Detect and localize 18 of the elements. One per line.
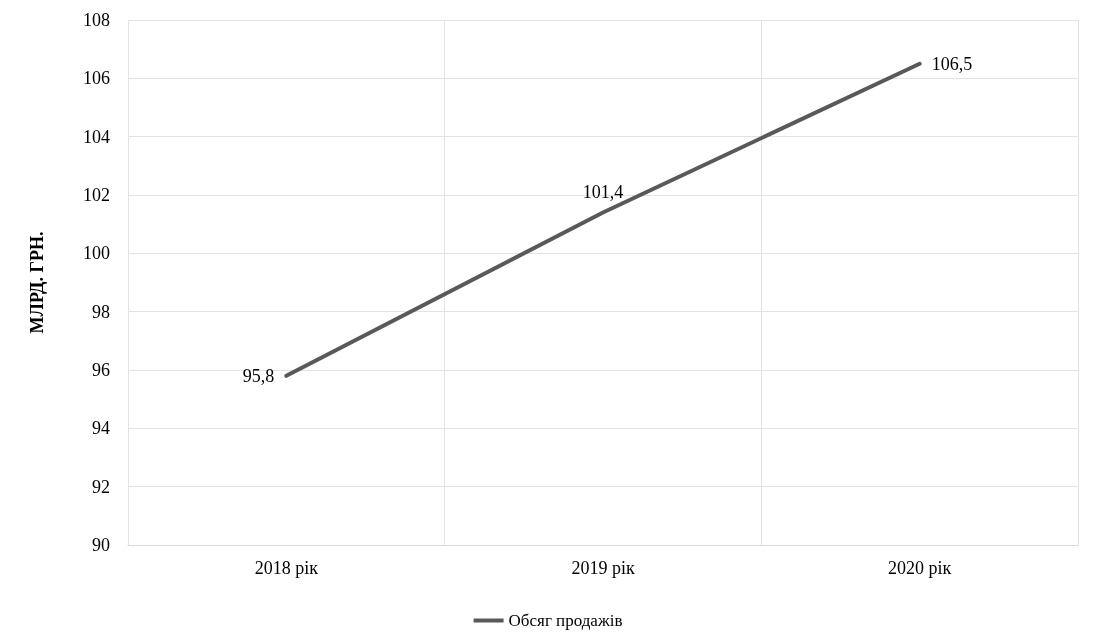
y-tick-label: 98 bbox=[92, 301, 110, 322]
y-tick-label: 106 bbox=[83, 68, 110, 89]
legend-label: Обсяг продажів bbox=[508, 611, 623, 630]
y-tick-label: 92 bbox=[92, 476, 110, 497]
y-tick-label: 90 bbox=[92, 535, 110, 555]
y-axis-title: МЛРД. ГРН. bbox=[27, 231, 47, 334]
y-tick-label: 96 bbox=[92, 360, 110, 380]
x-tick-label: 2020 рік bbox=[888, 558, 952, 578]
y-tick-label: 100 bbox=[83, 243, 110, 264]
y-tick-label: 94 bbox=[92, 418, 110, 439]
data-label: 101,4 bbox=[582, 181, 624, 202]
data-label: 95,8 bbox=[242, 365, 275, 386]
x-tick-label: 2018 рік bbox=[254, 558, 319, 578]
y-tick-label: 104 bbox=[83, 126, 110, 147]
y-tick-label: 108 bbox=[83, 10, 110, 30]
x-tick-label: 2019 рік bbox=[571, 558, 635, 578]
data-label: 106,5 bbox=[931, 53, 973, 74]
y-tick-label: 102 bbox=[83, 185, 110, 205]
